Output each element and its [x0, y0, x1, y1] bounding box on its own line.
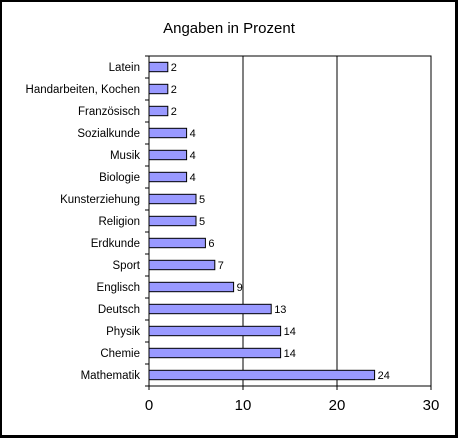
data-label: 7 — [218, 260, 224, 272]
bar — [148, 215, 197, 227]
category-label: Deutsch — [98, 304, 140, 316]
chart-frame: Angaben in Prozent 0 10 20 30 Latein 2 Handarb… — [2, 2, 455, 435]
category-label: Mathematik — [81, 370, 141, 382]
data-label: 4 — [190, 172, 196, 184]
category-label: Französisch — [78, 106, 140, 118]
data-label: 5 — [199, 216, 205, 228]
category-label: Physik — [106, 326, 140, 338]
x-tick-label: 10 — [235, 397, 252, 414]
data-label: 14 — [284, 326, 296, 338]
bar — [148, 149, 188, 161]
bar — [148, 281, 235, 293]
bar-chart: Angaben in Prozent 0 10 20 30 Latein 2 Handarb… — [26, 20, 440, 414]
x-tick-label: 0 — [145, 397, 153, 414]
bar — [148, 193, 197, 205]
category-label: Handarbeiten, Kochen — [26, 84, 140, 96]
category-label: Chemie — [100, 348, 140, 360]
bar — [148, 369, 376, 381]
data-label: 2 — [171, 106, 177, 118]
category-label: Religion — [98, 216, 140, 228]
category-label: Englisch — [97, 282, 140, 294]
bar — [148, 105, 169, 117]
data-label: 4 — [190, 128, 196, 140]
category-label: Biologie — [99, 172, 140, 184]
category-label: Kunsterziehung — [60, 194, 140, 206]
category-label: Latein — [109, 62, 140, 74]
chart-title: Angaben in Prozent — [163, 20, 296, 37]
category-label: Sport — [113, 260, 141, 272]
data-label: 4 — [190, 150, 196, 162]
data-label: 9 — [237, 282, 243, 294]
bar — [148, 303, 272, 315]
category-label: Sozialkunde — [77, 128, 140, 140]
data-label: 2 — [171, 62, 177, 74]
x-tick-label: 30 — [423, 397, 440, 414]
category-label: Erdkunde — [91, 238, 140, 250]
data-label: 24 — [378, 370, 390, 382]
data-label: 6 — [208, 238, 214, 250]
data-label: 13 — [274, 304, 286, 316]
bar — [148, 237, 206, 249]
data-label: 14 — [284, 348, 296, 360]
bar — [148, 325, 282, 337]
x-tick-label: 20 — [329, 397, 346, 414]
bar — [148, 347, 282, 359]
data-label: 2 — [171, 84, 177, 96]
bar — [148, 171, 188, 183]
category-label: Musik — [110, 150, 140, 162]
bar — [148, 83, 169, 95]
plot-area: 0 10 20 30 Latein 2 Handarbeiten, Kochen 2 Franz… — [26, 55, 440, 414]
bar — [148, 259, 216, 271]
bar — [148, 61, 169, 73]
data-label: 5 — [199, 194, 205, 206]
bar — [148, 127, 188, 139]
